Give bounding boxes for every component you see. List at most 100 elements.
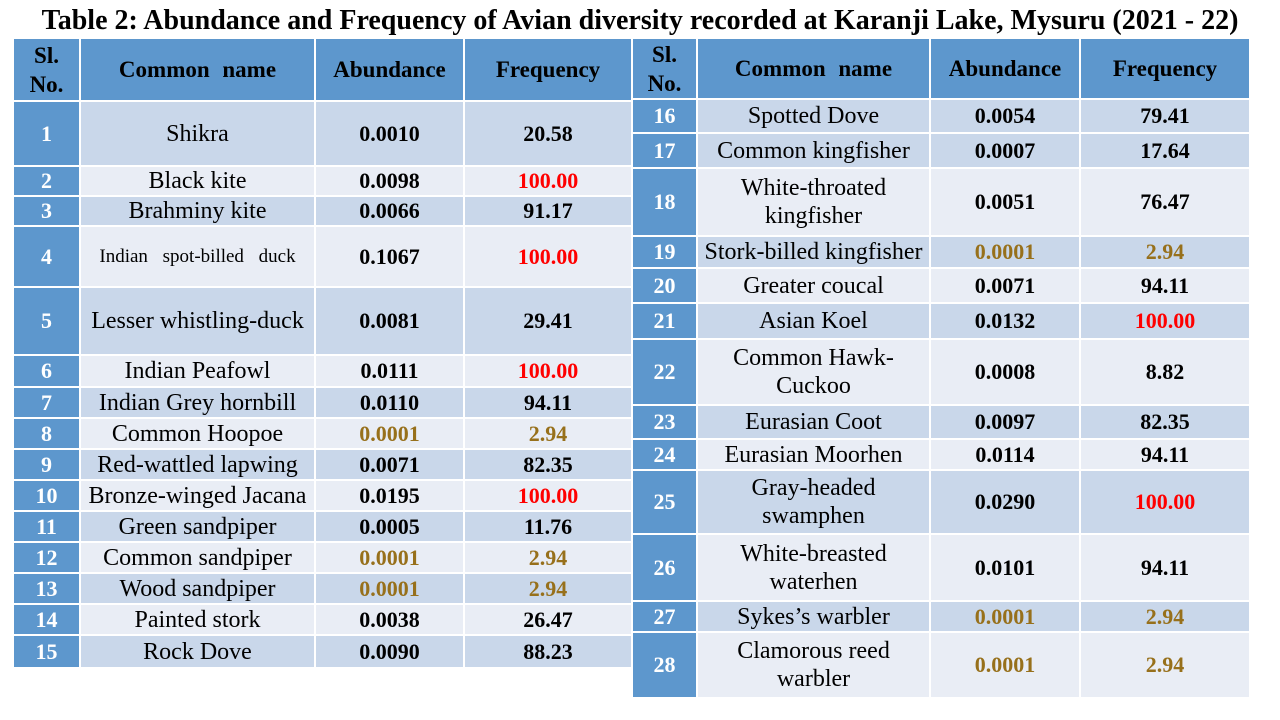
table-row: 24 Eurasian Moorhen 0.0114 94.11 xyxy=(633,440,1249,469)
cell-abundance: 0.0010 xyxy=(316,102,463,165)
cell-sl-no: 25 xyxy=(633,471,696,533)
cell-frequency: 20.58 xyxy=(465,102,631,165)
cell-sl-no: 21 xyxy=(633,304,696,338)
cell-common-name: Brahminy kite xyxy=(81,197,314,225)
cell-frequency: 100.00 xyxy=(465,167,631,195)
cell-abundance: 0.0001 xyxy=(316,543,463,572)
cell-sl-no: 17 xyxy=(633,134,696,167)
column-header-frequency: Frequency xyxy=(1081,39,1249,98)
cell-sl-no: 7 xyxy=(14,388,79,417)
cell-common-name: Eurasian Coot xyxy=(698,406,929,438)
cell-abundance: 0.0098 xyxy=(316,167,463,195)
cell-common-name: Red-wattled lapwing xyxy=(81,450,314,479)
table-row: 11 Green sandpiper 0.0005 11.76 xyxy=(14,512,631,541)
cell-sl-no: 24 xyxy=(633,440,696,469)
cell-abundance: 0.0071 xyxy=(316,450,463,479)
cell-common-name: Black kite xyxy=(81,167,314,195)
cell-frequency: 2.94 xyxy=(1081,237,1249,267)
cell-frequency: 100.00 xyxy=(1081,304,1249,338)
cell-common-name: Sykes’s warbler xyxy=(698,602,929,631)
cell-abundance: 0.0038 xyxy=(316,605,463,634)
cell-abundance: 0.0066 xyxy=(316,197,463,225)
cell-abundance: 0.0111 xyxy=(316,356,463,386)
table-row: 22 Common Hawk- Cuckoo 0.0008 8.82 xyxy=(633,340,1249,404)
table-row: 6 Indian Peafowl 0.0111 100.00 xyxy=(14,356,631,386)
cell-sl-no: 5 xyxy=(14,288,79,354)
table-row: 19 Stork-billed kingfisher 0.0001 2.94 xyxy=(633,237,1249,267)
cell-frequency: 11.76 xyxy=(465,512,631,541)
cell-common-name: Wood sandpiper xyxy=(81,574,314,603)
cell-frequency: 100.00 xyxy=(465,481,631,510)
cell-frequency: 91.17 xyxy=(465,197,631,225)
cell-common-name: Eurasian Moorhen xyxy=(698,440,929,469)
cell-frequency: 2.94 xyxy=(465,574,631,603)
cell-sl-no: 14 xyxy=(14,605,79,634)
cell-frequency: 100.00 xyxy=(465,356,631,386)
cell-frequency: 26.47 xyxy=(465,605,631,634)
table-right: Sl. No. Common name Abundance Frequency 16 Sp… xyxy=(633,39,1249,699)
column-header-abundance: Abundance xyxy=(931,39,1079,98)
table-header-row: Sl. No. Common name Abundance Frequency xyxy=(633,39,1249,98)
cell-common-name: Lesser whistling-duck xyxy=(81,288,314,354)
column-header-common-name: Common name xyxy=(698,39,929,98)
cell-abundance: 0.0001 xyxy=(316,419,463,448)
table-row: 20 Greater coucal 0.0071 94.11 xyxy=(633,269,1249,302)
cell-common-name: Greater coucal xyxy=(698,269,929,302)
cell-sl-no: 18 xyxy=(633,169,696,235)
cell-common-name: Asian Koel xyxy=(698,304,929,338)
cell-frequency: 88.23 xyxy=(465,636,631,667)
cell-sl-no: 26 xyxy=(633,535,696,600)
cell-abundance: 0.0097 xyxy=(931,406,1079,438)
cell-sl-no: 28 xyxy=(633,633,696,697)
cell-frequency: 94.11 xyxy=(1081,269,1249,302)
cell-sl-no: 19 xyxy=(633,237,696,267)
cell-frequency: 82.35 xyxy=(465,450,631,479)
column-header-sl-no: Sl. No. xyxy=(633,39,696,98)
cell-abundance: 0.0007 xyxy=(931,134,1079,167)
cell-abundance: 0.0081 xyxy=(316,288,463,354)
cell-frequency: 94.11 xyxy=(1081,535,1249,600)
cell-abundance: 0.0005 xyxy=(316,512,463,541)
cell-sl-no: 15 xyxy=(14,636,79,667)
cell-common-name: White-breasted waterhen xyxy=(698,535,929,600)
table-row: 21 Asian Koel 0.0132 100.00 xyxy=(633,304,1249,338)
table-row: 10 Bronze-winged Jacana 0.0195 100.00 xyxy=(14,481,631,510)
cell-frequency: 2.94 xyxy=(1081,633,1249,697)
cell-common-name: Indian Grey hornbill xyxy=(81,388,314,417)
cell-sl-no: 11 xyxy=(14,512,79,541)
table-row: 27 Sykes’s warbler 0.0001 2.94 xyxy=(633,602,1249,631)
cell-frequency: 8.82 xyxy=(1081,340,1249,404)
column-header-abundance: Abundance xyxy=(316,39,463,100)
cell-sl-no: 8 xyxy=(14,419,79,448)
table-row: 23 Eurasian Coot 0.0097 82.35 xyxy=(633,406,1249,438)
table-row: 4 Indian spot-billed duck 0.1067 100.00 xyxy=(14,227,631,286)
cell-abundance: 0.0071 xyxy=(931,269,1079,302)
cell-common-name: Indian Peafowl xyxy=(81,356,314,386)
cell-common-name: Common kingfisher xyxy=(698,134,929,167)
cell-common-name: Common Hawk- Cuckoo xyxy=(698,340,929,404)
table-row: 13 Wood sandpiper 0.0001 2.94 xyxy=(14,574,631,603)
cell-abundance: 0.0132 xyxy=(931,304,1079,338)
table-row: 18 White-throated kingfisher 0.0051 76.47 xyxy=(633,169,1249,235)
cell-frequency: 2.94 xyxy=(465,543,631,572)
cell-common-name: Clamorous reed warbler xyxy=(698,633,929,697)
cell-frequency: 82.35 xyxy=(1081,406,1249,438)
cell-frequency: 94.11 xyxy=(1081,440,1249,469)
cell-abundance: 0.0051 xyxy=(931,169,1079,235)
cell-frequency: 76.47 xyxy=(1081,169,1249,235)
cell-frequency: 2.94 xyxy=(1081,602,1249,631)
table-row: 16 Spotted Dove 0.0054 79.41 xyxy=(633,100,1249,132)
cell-abundance: 0.0001 xyxy=(316,574,463,603)
cell-common-name: White-throated kingfisher xyxy=(698,169,929,235)
cell-abundance: 0.0001 xyxy=(931,602,1079,631)
cell-frequency: 79.41 xyxy=(1081,100,1249,132)
cell-frequency: 94.11 xyxy=(465,388,631,417)
table-row: 17 Common kingfisher 0.0007 17.64 xyxy=(633,134,1249,167)
cell-sl-no: 6 xyxy=(14,356,79,386)
cell-sl-no: 9 xyxy=(14,450,79,479)
page-title: Table 2: Abundance and Frequency of Avia… xyxy=(41,5,1239,36)
cell-abundance: 0.0101 xyxy=(931,535,1079,600)
column-header-sl-no: Sl. No. xyxy=(14,39,79,100)
cell-abundance: 0.0008 xyxy=(931,340,1079,404)
cell-frequency: 100.00 xyxy=(1081,471,1249,533)
